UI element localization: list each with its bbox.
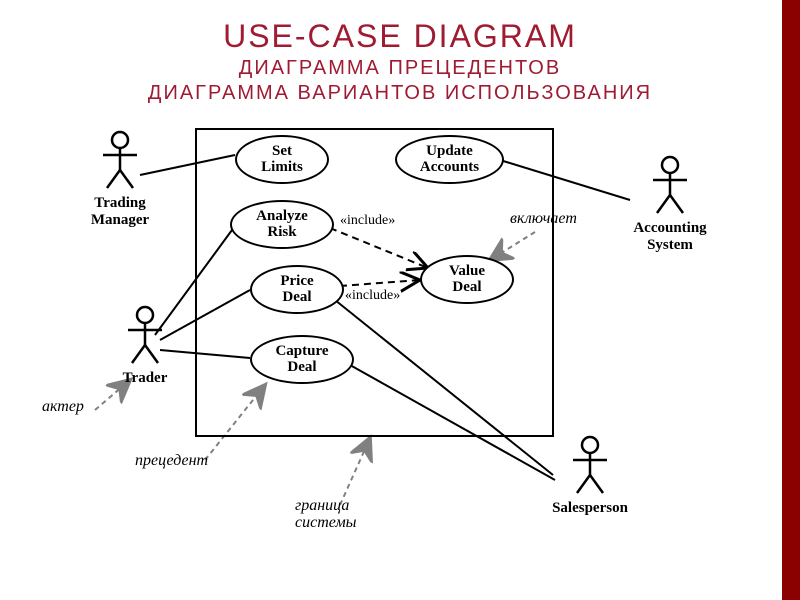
person-icon [120, 305, 170, 365]
usecase-analyze-risk: AnalyzeRisk [230, 200, 334, 249]
usecase-update-accounts: UpdateAccounts [395, 135, 504, 184]
annotation-boundary: границасистемы [295, 498, 357, 532]
person-icon [645, 155, 695, 215]
title-sub1: ДИАГРАММА ПРЕЦЕДЕНТОВ [0, 57, 800, 80]
actor-trading-manager: TradingManager [80, 130, 160, 229]
person-icon [565, 435, 615, 495]
annotation-includes-ru: включает [510, 210, 577, 228]
usecase-label: CaptureDeal [275, 344, 328, 376]
annotation-precedent: прецедент [135, 452, 208, 470]
actor-salesperson: Salesperson [540, 435, 640, 517]
title-main: USE-CASE DIAGRAM [0, 18, 800, 55]
annotation-actor-ru: актер [42, 398, 84, 416]
actor-label: Trader [115, 370, 175, 387]
actor-label: AccountingSystem [620, 220, 720, 254]
usecase-label: AnalyzeRisk [256, 209, 308, 241]
actor-accounting-system: AccountingSystem [620, 155, 720, 254]
person-icon [95, 130, 145, 190]
actor-label: TradingManager [80, 195, 160, 229]
usecase-price-deal: PriceDeal [250, 265, 344, 314]
usecase-value-deal: ValueDeal [420, 255, 514, 304]
actor-label: Salesperson [540, 500, 640, 517]
include-label-2: «include» [345, 288, 400, 304]
title-sub2: ДИАГРАММА ВАРИАНТОВ ИСПОЛЬЗОВАНИЯ [0, 82, 800, 105]
include-label-1: «include» [340, 213, 395, 229]
usecase-label: ValueDeal [449, 264, 485, 296]
usecase-label: UpdateAccounts [420, 144, 479, 176]
actor-trader: Trader [115, 305, 175, 387]
usecase-label: PriceDeal [280, 274, 313, 306]
usecase-set-limits: SetLimits [235, 135, 329, 184]
use-case-diagram: SetLimits UpdateAccounts AnalyzeRisk Pri… [0, 120, 800, 600]
usecase-label: SetLimits [261, 144, 303, 176]
usecase-capture-deal: CaptureDeal [250, 335, 354, 384]
